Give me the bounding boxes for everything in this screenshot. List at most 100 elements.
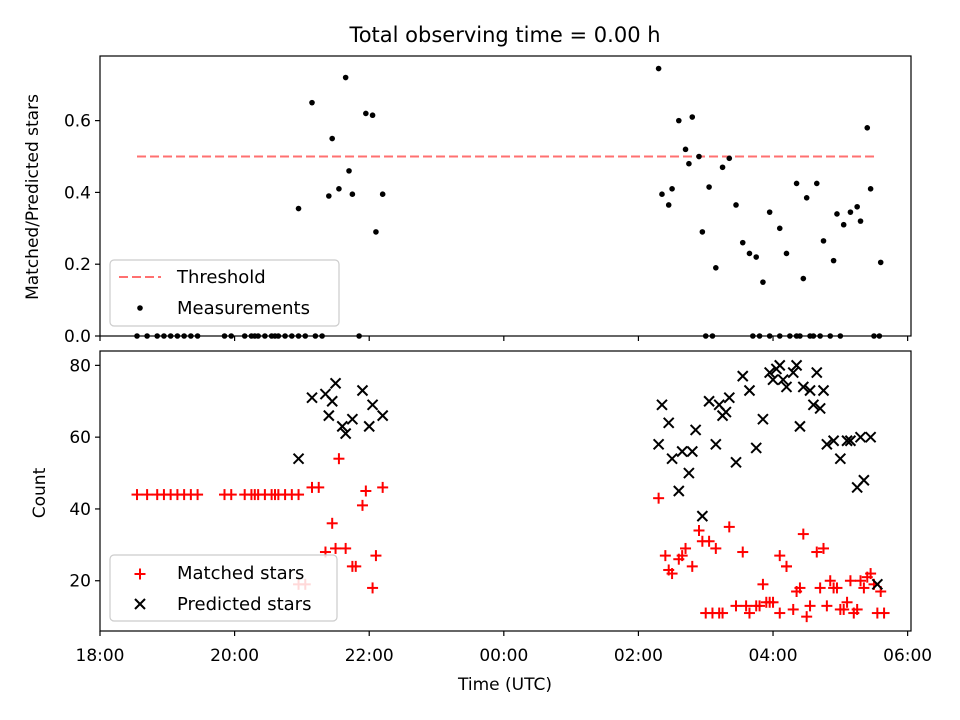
y-tick-label: 40: [69, 500, 91, 520]
measurement-point: [329, 135, 335, 142]
predicted-star-stroke2: [696, 510, 709, 522]
matched-star-marker: [878, 607, 890, 619]
measurement-point: [766, 333, 773, 339]
predicted-star-stroke2: [710, 438, 722, 451]
predicted-star-stroke2: [767, 374, 779, 386]
predicted-star-stroke2: [858, 474, 870, 486]
measurement-point: [363, 110, 369, 117]
matched-star-marker: [841, 596, 853, 608]
predicted-star-marker: [720, 406, 732, 418]
y-tick-label: 0.0: [64, 327, 91, 347]
predicted-star-marker: [366, 399, 379, 411]
measurement-point: [706, 184, 712, 190]
predicted-star-marker: [666, 452, 678, 465]
measurement-point: [689, 114, 696, 120]
matched-star-marker: [794, 582, 806, 594]
matched-star-marker: [653, 492, 665, 504]
matched-star-marker: [855, 575, 867, 587]
measurement-point: [373, 229, 379, 235]
matched-star-marker: [710, 542, 722, 554]
predicted-star-marker: [710, 438, 722, 451]
predicted-star-marker: [730, 456, 742, 468]
matched-star-marker: [686, 560, 698, 572]
bottom-plot-area: 20 40 60 80 18:00 20:00 22:00 00:00 02:00 04:00 06…: [69, 350, 932, 666]
matched-star-marker: [693, 524, 705, 536]
predicted-star-marker: [306, 391, 318, 404]
legend-predicted-label: Predicted stars: [177, 594, 311, 615]
matched-star-marker: [740, 600, 752, 612]
predicted-star-marker: [763, 366, 776, 379]
predicted-star-marker: [356, 384, 369, 397]
predicted-star-marker: [811, 366, 823, 379]
predicted-star-marker: [743, 384, 756, 397]
matched-star-marker: [824, 575, 836, 587]
measurement-point: [871, 333, 877, 339]
predicted-star-stroke2: [713, 399, 725, 411]
predicted-star-stroke2: [676, 445, 688, 458]
predicted-star-stroke2: [363, 420, 375, 433]
matched-star-marker: [360, 485, 372, 497]
measurement-point: [144, 333, 150, 339]
measurement-point: [659, 191, 665, 198]
measurement-point: [766, 209, 773, 215]
measurement-point: [803, 194, 810, 201]
predicted-star-stroke2: [817, 384, 830, 397]
measurement-point: [221, 333, 228, 339]
predicted-star-stroke2: [763, 366, 776, 379]
measurement-point: [713, 264, 719, 271]
matched-star-marker: [703, 535, 715, 547]
matched-star-marker: [713, 607, 725, 619]
top-legend: Threshold Measurements: [109, 259, 340, 327]
predicted-star-stroke2: [770, 363, 783, 375]
x-tick-label: 20:00: [210, 646, 259, 666]
matched-star-marker: [293, 489, 305, 501]
matched-star-marker: [680, 542, 692, 554]
matched-star-marker: [377, 481, 389, 493]
predicted-star-stroke2: [854, 431, 867, 443]
matched-star-marker: [370, 550, 382, 562]
matched-star-marker: [313, 481, 325, 493]
measurement-point: [840, 221, 847, 228]
predicted-star-stroke2: [686, 445, 698, 458]
matched-star-marker: [831, 582, 843, 594]
measurement-point: [289, 333, 295, 339]
predicted-star-stroke2: [794, 420, 806, 433]
matched-star-marker: [225, 489, 237, 501]
measurement-point: [655, 65, 662, 72]
matched-star-marker: [757, 578, 769, 590]
measurement-point: [800, 275, 807, 282]
predicted-star-stroke2: [323, 409, 335, 422]
predicted-star-stroke2: [720, 406, 732, 418]
predicted-star-marker: [652, 438, 665, 451]
predicted-star-stroke2: [777, 374, 789, 386]
predicted-star-stroke2: [834, 452, 847, 465]
predicted-star-marker: [686, 445, 698, 458]
measurement-point: [356, 333, 362, 339]
predicted-star-stroke2: [811, 366, 823, 379]
matched-star-marker: [858, 582, 870, 594]
measurement-point: [275, 333, 282, 339]
predicted-star-stroke2: [871, 578, 884, 591]
predicted-star-marker: [770, 363, 783, 375]
predicted-star-stroke2: [673, 485, 685, 497]
predicted-star-stroke2: [683, 467, 695, 479]
y-tick-label: 0.4: [64, 183, 91, 203]
predicted-star-marker: [696, 510, 709, 522]
matched-star-marker: [797, 528, 809, 540]
predicted-star-stroke2: [841, 435, 853, 447]
measurement-point: [295, 205, 302, 212]
predicted-star-marker: [807, 399, 820, 411]
predicted-star-marker: [804, 384, 816, 397]
measurement-point: [188, 333, 194, 339]
legend-threshold-label: Threshold: [176, 267, 266, 288]
measurement-point: [349, 191, 356, 198]
measurement-point: [797, 333, 803, 339]
measurement-point: [696, 153, 702, 160]
predicted-star-stroke2: [703, 395, 715, 407]
measurement-point: [167, 333, 174, 339]
predicted-star-marker: [323, 409, 335, 422]
measurement-point: [709, 333, 716, 339]
measurement-point: [719, 164, 726, 171]
measurement-point: [756, 333, 763, 339]
